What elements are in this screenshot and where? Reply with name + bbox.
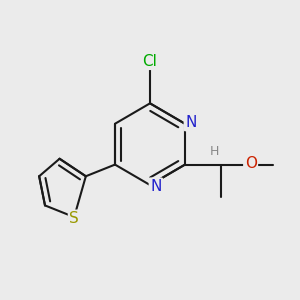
Text: N: N bbox=[150, 179, 161, 194]
Text: S: S bbox=[69, 211, 79, 226]
Text: Cl: Cl bbox=[142, 53, 158, 68]
Text: H: H bbox=[209, 145, 219, 158]
Text: N: N bbox=[150, 179, 161, 194]
Text: N: N bbox=[185, 115, 196, 130]
Text: S: S bbox=[69, 211, 79, 226]
Text: Cl: Cl bbox=[142, 53, 158, 68]
Text: O: O bbox=[244, 156, 256, 171]
Text: N: N bbox=[185, 115, 196, 130]
Text: O: O bbox=[244, 156, 256, 171]
Text: H: H bbox=[209, 145, 219, 158]
